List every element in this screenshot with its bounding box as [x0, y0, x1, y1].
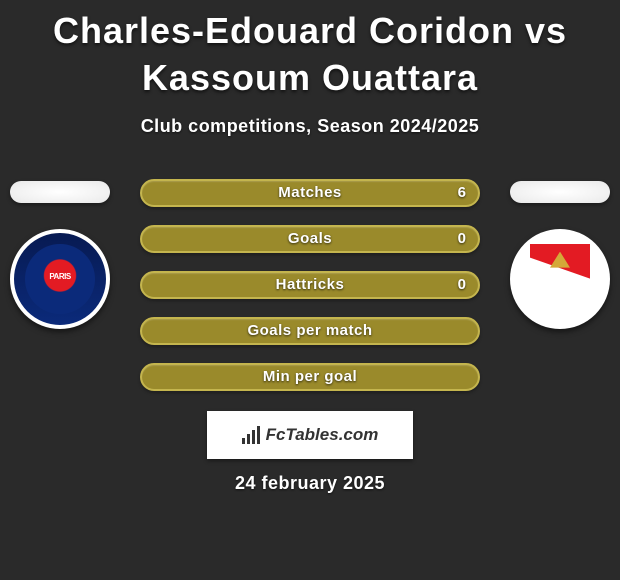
comparison-panel: PARIS Matches 6 Goals 0 Hattricks 0 Goals per …: [0, 171, 620, 494]
stat-right-value: 0: [458, 276, 466, 293]
right-club-badge: [510, 229, 610, 329]
right-pill: [510, 181, 610, 203]
stat-row: Min per goal: [140, 363, 480, 391]
bars-icon: [242, 426, 260, 444]
stat-label: Goals: [288, 230, 332, 247]
psg-crest-icon: PARIS: [25, 244, 95, 314]
left-pill: [10, 181, 110, 203]
monaco-crest-icon: [530, 244, 590, 314]
stat-right-value: 0: [458, 230, 466, 247]
left-club-badge: PARIS: [10, 229, 110, 329]
stat-right-value: 6: [458, 184, 466, 201]
stat-label: Hattricks: [276, 276, 345, 293]
stats-list: Matches 6 Goals 0 Hattricks 0 Goals per match M…: [140, 171, 480, 391]
stat-label: Goals per match: [247, 322, 372, 339]
site-label: FcTables.com: [266, 425, 379, 445]
stat-row: Hattricks 0: [140, 271, 480, 299]
page-title: Charles-Edouard Coridon vs Kassoum Ouatt…: [0, 0, 620, 102]
stat-row: Goals 0: [140, 225, 480, 253]
stat-row: Matches 6: [140, 179, 480, 207]
stat-label: Matches: [278, 184, 342, 201]
stat-label: Min per goal: [263, 368, 357, 385]
stat-row: Goals per match: [140, 317, 480, 345]
site-attribution: FcTables.com: [207, 411, 413, 459]
psg-label: PARIS: [49, 272, 70, 281]
subtitle: Club competitions, Season 2024/2025: [0, 116, 620, 137]
date-label: 24 february 2025: [0, 473, 620, 494]
